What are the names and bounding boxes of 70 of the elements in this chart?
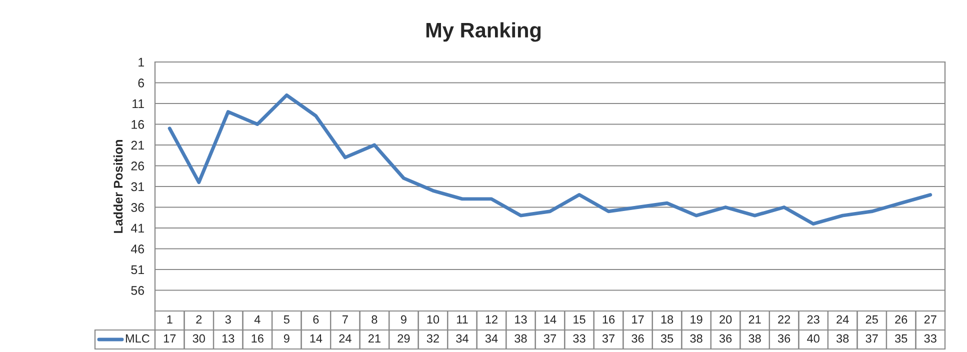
data-label: 9 bbox=[284, 334, 290, 343]
data-label: 33 bbox=[573, 334, 586, 343]
x-tick-label: 18 bbox=[661, 315, 674, 324]
x-tick-label: 2 bbox=[196, 315, 202, 324]
x-tick-label: 21 bbox=[748, 315, 761, 324]
x-tick-label: 22 bbox=[778, 315, 790, 324]
y-tick-label: 31 bbox=[131, 182, 144, 192]
y-tick-label: 21 bbox=[131, 140, 144, 150]
line-series bbox=[168, 93, 932, 226]
x-tick-label: 9 bbox=[400, 315, 406, 324]
data-label: 40 bbox=[807, 334, 820, 343]
x-tick-label: 16 bbox=[602, 315, 615, 324]
x-tick-label: 25 bbox=[866, 315, 878, 324]
chart-title: My Ranking bbox=[426, 22, 541, 42]
y-tick-label: 6 bbox=[138, 78, 144, 88]
y-tick-label: 56 bbox=[131, 286, 144, 295]
legend-label: MLC bbox=[126, 334, 150, 343]
x-tick-label: 26 bbox=[895, 315, 908, 324]
data-label: 38 bbox=[836, 334, 849, 343]
x-tick-label: 12 bbox=[486, 315, 498, 324]
y-tick-label: 46 bbox=[130, 244, 144, 254]
y-tick-label: 11 bbox=[132, 99, 144, 108]
data-label: 21 bbox=[368, 334, 380, 343]
x-tick-label: 4 bbox=[254, 315, 260, 324]
data-label: 30 bbox=[192, 334, 205, 343]
data-label: 38 bbox=[748, 334, 761, 343]
data-label: 17 bbox=[164, 334, 176, 343]
x-tick-label: 17 bbox=[632, 315, 644, 324]
x-tick-label: 7 bbox=[342, 315, 348, 324]
data-label: 14 bbox=[310, 334, 322, 343]
x-tick-label: 10 bbox=[427, 315, 440, 324]
data-label: 34 bbox=[485, 334, 498, 343]
x-tick-label: 13 bbox=[515, 315, 527, 324]
data-label: 35 bbox=[660, 334, 674, 343]
data-label: 35 bbox=[894, 334, 908, 343]
x-tick-label: 14 bbox=[544, 315, 556, 324]
x-tick-label: 27 bbox=[924, 315, 936, 324]
y-tick-label: 51 bbox=[131, 265, 144, 274]
x-tick-label: 3 bbox=[225, 315, 231, 324]
x-tick-label: 5 bbox=[284, 315, 290, 324]
data-label: 33 bbox=[924, 334, 936, 343]
x-tick-label: 15 bbox=[574, 315, 586, 324]
y-tick-label: 1 bbox=[138, 58, 144, 67]
x-tick-label: 8 bbox=[372, 315, 378, 324]
y-tick-label: 36 bbox=[131, 203, 144, 212]
data-label: 24 bbox=[339, 334, 352, 343]
data-label: 13 bbox=[222, 334, 234, 343]
y-axis-title: Ladder Position bbox=[113, 140, 123, 233]
x-tick-label: 19 bbox=[690, 315, 702, 324]
y-tick-label: 26 bbox=[131, 162, 144, 170]
data-label: 36 bbox=[632, 334, 644, 343]
x-tick-label: 24 bbox=[836, 315, 849, 324]
x-tick-label: 20 bbox=[720, 315, 732, 324]
data-label: 36 bbox=[719, 334, 732, 343]
data-label: 38 bbox=[514, 334, 527, 343]
data-label: 34 bbox=[456, 334, 468, 343]
x-tick-label: 6 bbox=[313, 315, 319, 324]
x-tick-label: 11 bbox=[456, 315, 468, 324]
data-label: 36 bbox=[778, 334, 790, 343]
data-label: 37 bbox=[866, 334, 878, 343]
data-label: 16 bbox=[252, 334, 264, 343]
data-label: 32 bbox=[426, 334, 439, 343]
data-label: 38 bbox=[690, 334, 702, 343]
y-tick-label: 41 bbox=[130, 224, 144, 233]
data-label: 37 bbox=[602, 334, 614, 343]
y-tick-label: 16 bbox=[132, 120, 144, 129]
data-label: 37 bbox=[544, 334, 556, 343]
x-tick-label: 1 bbox=[167, 315, 172, 324]
x-tick-label: 23 bbox=[807, 315, 820, 324]
data-label: 29 bbox=[398, 334, 410, 343]
